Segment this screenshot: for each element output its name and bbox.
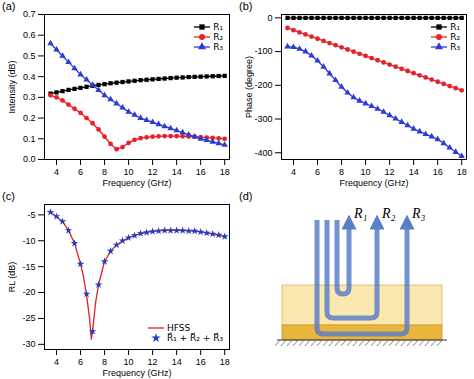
svg-text:-400: -400 <box>254 148 272 158</box>
svg-text:0.1: 0.1 <box>23 134 36 144</box>
svg-text:0.3: 0.3 <box>23 92 36 102</box>
svg-text:-10: -10 <box>22 236 35 246</box>
svg-text:Frequency (GHz): Frequency (GHz) <box>339 178 408 188</box>
svg-text:-30: -30 <box>22 339 35 349</box>
svg-text:Phase (degree): Phase (degree) <box>244 56 254 118</box>
svg-text:18: 18 <box>220 357 230 367</box>
svg-text:14: 14 <box>172 357 182 367</box>
html-text:(a): (a) <box>2 0 16 12</box>
svg-text:0: 0 <box>267 13 272 23</box>
svg-text:18: 18 <box>457 167 467 177</box>
svg-text:16: 16 <box>196 357 206 367</box>
svg-text:R₂: R₂ <box>381 206 396 221</box>
svg-text:4: 4 <box>54 167 59 177</box>
html-text:R₂: R₂ <box>450 32 460 42</box>
svg-text:10: 10 <box>124 167 134 177</box>
svg-text:10: 10 <box>361 167 371 177</box>
svg-text:-15: -15 <box>22 262 35 272</box>
svg-text:-20: -20 <box>22 287 35 297</box>
svg-text:14: 14 <box>172 167 182 177</box>
html-text:R⃗₁ + R⃗₂ + R⃗₃: R⃗₁ + R⃗₂ + R⃗₃ <box>166 333 223 343</box>
svg-text:4: 4 <box>54 357 59 367</box>
svg-text:R₁: R₁ <box>353 206 367 221</box>
svg-text:0.4: 0.4 <box>23 72 36 82</box>
svg-text:4: 4 <box>291 167 296 177</box>
svg-text:-300: -300 <box>254 114 272 124</box>
svg-text:8: 8 <box>102 357 107 367</box>
svg-text:16: 16 <box>196 167 206 177</box>
svg-text:6: 6 <box>315 167 320 177</box>
html-text:(c): (c) <box>2 190 15 202</box>
svg-text:14: 14 <box>409 167 419 177</box>
svg-text:0.2: 0.2 <box>23 113 36 123</box>
html-text:(d): (d) <box>239 190 253 202</box>
svg-text:16: 16 <box>433 167 443 177</box>
svg-text:Frequency (GHz): Frequency (GHz) <box>102 368 171 378</box>
svg-text:-100: -100 <box>254 46 272 56</box>
svg-text:-25: -25 <box>22 313 35 323</box>
svg-text:0.7: 0.7 <box>23 9 36 19</box>
html-text:R₃: R₃ <box>213 42 223 52</box>
svg-text:8: 8 <box>339 167 344 177</box>
svg-text:6: 6 <box>78 357 83 367</box>
svg-text:0.0: 0.0 <box>23 154 36 164</box>
svg-text:10: 10 <box>124 357 134 367</box>
svg-text:-5: -5 <box>27 210 35 220</box>
svg-text:12: 12 <box>385 167 395 177</box>
svg-text:12: 12 <box>148 357 158 367</box>
svg-text:Intensity (dB): Intensity (dB) <box>7 60 17 113</box>
html-text:R₁: R₁ <box>213 22 223 32</box>
svg-text:18: 18 <box>220 167 230 177</box>
svg-text:Frequency (GHz): Frequency (GHz) <box>102 178 171 188</box>
svg-text:0.6: 0.6 <box>23 30 36 40</box>
html-text:R₃: R₃ <box>450 42 460 52</box>
html-text:(b): (b) <box>239 0 253 12</box>
svg-text:0.5: 0.5 <box>23 51 36 61</box>
html-text:R₂: R₂ <box>213 32 223 42</box>
html-text:R₁: R₁ <box>450 22 460 32</box>
svg-text:-200: -200 <box>254 80 272 90</box>
svg-text:8: 8 <box>102 167 107 177</box>
svg-text:12: 12 <box>148 167 158 177</box>
svg-text:R₃: R₃ <box>411 206 426 221</box>
svg-text:RL (dB): RL (dB) <box>7 262 17 293</box>
html-text:HFSS: HFSS <box>166 323 191 333</box>
svg-text:6: 6 <box>78 167 83 177</box>
